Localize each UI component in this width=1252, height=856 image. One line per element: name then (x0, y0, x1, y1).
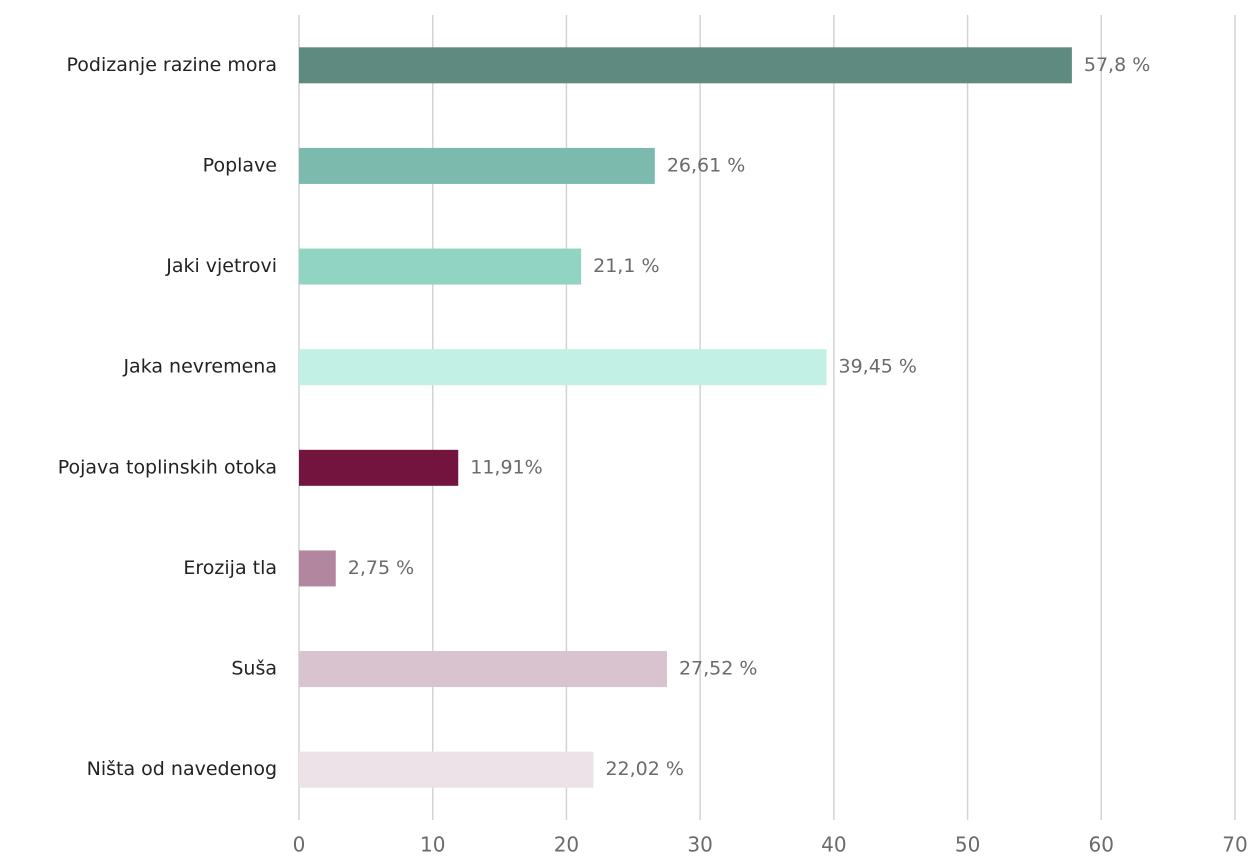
y-tick-label: Suša (231, 658, 277, 680)
y-tick-label: Poplave (203, 154, 277, 176)
y-tick-label: Jaka nevremena (122, 356, 277, 378)
bar (299, 550, 336, 587)
x-tick-label: 0 (293, 833, 306, 856)
x-tick-label: 50 (955, 833, 980, 856)
value-label: 2,75 % (348, 557, 414, 579)
x-tick-label: 60 (1089, 833, 1114, 856)
bar (299, 449, 459, 486)
bar (299, 147, 655, 184)
value-label: 22,02 % (605, 758, 684, 780)
bar (299, 248, 582, 285)
value-label: 26,61 % (667, 154, 746, 176)
x-tick-label: 10 (420, 833, 445, 856)
value-label: 27,52 % (679, 658, 758, 680)
bar (299, 751, 594, 788)
x-tick-label: 70 (1222, 833, 1247, 856)
value-label: 57,8 % (1084, 54, 1150, 76)
x-tick-label: 30 (687, 833, 712, 856)
x-tick-label: 40 (821, 833, 846, 856)
value-label: 21,1 % (593, 255, 659, 277)
y-tick-label: Podizanje razine mora (67, 54, 277, 76)
y-tick-label: Jaki vjetrovi (165, 255, 277, 277)
value-label: 11,91% (470, 456, 542, 478)
value-label: 39,45 % (839, 356, 918, 378)
y-tick-label: Erozija tla (183, 557, 277, 579)
y-tick-label: Ništa od navedenog (87, 758, 277, 780)
bar (299, 349, 827, 386)
y-tick-label: Pojava toplinskih otoka (58, 456, 277, 478)
bar (299, 651, 667, 688)
x-tick-label: 20 (554, 833, 579, 856)
bar (299, 47, 1072, 84)
